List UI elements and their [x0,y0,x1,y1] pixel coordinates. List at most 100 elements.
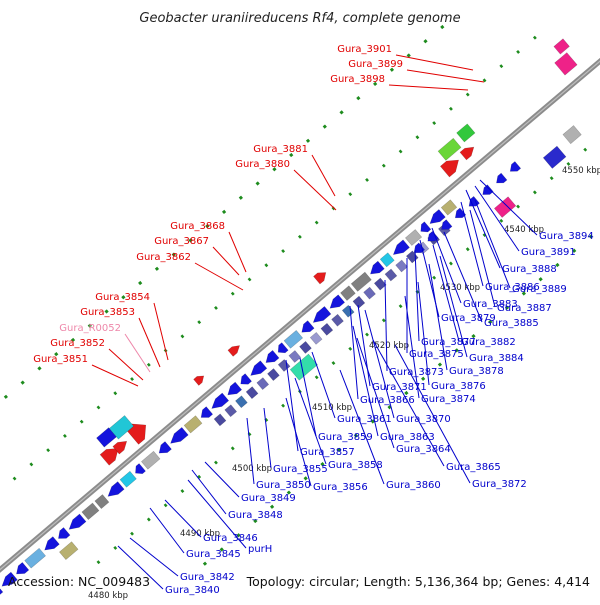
gc-mark [253,518,258,524]
forward-gene-label[interactable]: Gura_3868 [170,221,225,232]
gc-mark [104,309,109,314]
forward-leader-line [108,348,144,381]
reverse-leader-line [117,545,164,590]
gene-arrow [227,381,243,396]
gc-mark-inner [381,318,386,323]
gene-arrow [313,272,327,285]
forward-leader-line [153,302,169,361]
forward-gene-label[interactable]: Gura_3854 [95,292,150,303]
reverse-gene-label[interactable]: Gura_3883 [463,299,518,310]
reverse-gene-label[interactable]: Gura_3864 [396,444,451,455]
gc-mark [471,334,476,339]
gc-mark-inner [449,106,453,111]
reverse-gene-label[interactable]: Gura_3874 [421,394,476,405]
ruler-kbp-label: 4520 kbp [369,341,409,351]
gene-arrow [429,209,446,224]
reverse-leader-line [129,537,179,577]
gene-arrow [420,221,432,233]
forward-gene-label[interactable]: Gura_3881 [253,144,308,155]
forward-gene-label[interactable]: Gura_3862 [136,252,191,263]
gc-mark-inner [79,419,84,424]
gc-mark [337,447,342,453]
gene-arrow [277,342,289,354]
reverse-gene-label[interactable]: purH [248,544,272,555]
reverse-gene-label[interactable]: Gura_3889 [512,284,567,295]
gc-mark [219,547,224,552]
reverse-gene-label[interactable]: Gura_3855 [273,464,328,475]
gc-mark-inner [566,161,571,166]
reverse-gene-label[interactable]: Gura_3875 [409,349,464,360]
gene-arrow [301,320,315,333]
reverse-leader-line [372,339,445,467]
forward-gene-label[interactable]: Gura_3852 [50,338,105,349]
gc-mark-inner [130,377,134,381]
forward-gene-label[interactable]: Gura_3880 [235,159,290,170]
reverse-gene-label[interactable]: Gura_3840 [165,585,220,596]
reverse-gene-label[interactable]: Gura_3888 [502,264,557,275]
gc-mark [423,39,428,44]
reverse-gene-label[interactable]: Gura_3848 [228,510,283,521]
forward-leader-line [194,262,244,291]
forward-gene-label[interactable]: Gura_R0052 [59,323,121,334]
reverse-gene-label[interactable]: Gura_3891 [521,247,576,258]
reverse-gene-label[interactable]: Gura_3858 [328,460,383,471]
reverse-leader-line [432,244,460,342]
reverse-gene-label[interactable]: Gura_3887 [497,303,552,314]
gene-block [256,377,270,391]
reverse-gene-label[interactable]: Gura_3863 [380,432,435,443]
reverse-leader-line [469,209,496,308]
reverse-gene-label[interactable]: Gura_3885 [484,318,539,329]
reverse-gene-label[interactable]: Gura_3882 [461,337,516,348]
reverse-gene-label[interactable]: Gura_3857 [300,447,355,458]
gc-mark [454,348,459,353]
reverse-gene-label[interactable]: Gura_3886 [485,282,540,293]
gc-mark [521,291,526,296]
forward-gene-label[interactable]: Gura_3867 [154,236,209,247]
reverse-gene-label[interactable]: Gura_3865 [446,462,501,473]
reverse-leader-line [294,377,327,465]
forward-gene-label[interactable]: Gura_3898 [330,74,385,85]
gene-block [363,286,376,300]
reverse-gene-label[interactable]: Gura_3861 [337,414,392,425]
reverse-gene-label[interactable]: Gura_3879 [441,313,496,324]
reverse-gene-label[interactable]: Gura_3872 [472,479,527,490]
gc-mark [272,167,277,172]
gene-arrow [482,184,494,195]
reverse-gene-label[interactable]: Gura_3842 [180,572,235,583]
reverse-gene-label[interactable]: Gura_3866 [360,395,415,406]
reverse-gene-label[interactable]: Gura_3860 [386,480,441,491]
forward-gene-label[interactable]: Gura_3899 [348,59,403,70]
gene-block [320,322,334,336]
gene-arrow [459,146,475,161]
reverse-gene-label[interactable]: Gura_3846 [203,533,258,544]
gc-mark-inner [281,403,286,408]
reverse-gene-label[interactable]: Gura_3850 [256,480,311,491]
gene-block [340,285,356,301]
reverse-leader-line [191,469,227,515]
reverse-gene-label[interactable]: Gura_3878 [449,366,504,377]
reverse-gene-label[interactable]: Gura_3856 [313,482,368,493]
reverse-gene-label[interactable]: Gura_3876 [431,381,486,392]
reverse-gene-label[interactable]: Gura_3859 [318,432,373,443]
reverse-gene-label[interactable]: Gura_3849 [241,493,296,504]
map-title: Geobacter uraniireducens Rf4, complete g… [139,11,460,26]
gene-arrow [312,306,332,323]
reverse-leader-line [417,281,430,386]
forward-gene-label[interactable]: Gura_3853 [80,307,135,318]
reverse-gene-label[interactable]: Gura_3877 [421,337,476,348]
reverse-leader-line [479,179,538,236]
forward-gene-label[interactable]: Gura_3901 [337,44,392,55]
reverse-gene-label[interactable]: Gura_3870 [396,414,451,425]
gene-block [456,123,476,143]
gene-arrow [240,373,252,385]
reverse-gene-label[interactable]: Gura_3871 [372,382,427,393]
reverse-gene-label[interactable]: Gura_3845 [186,549,241,560]
gc-mark [370,419,375,424]
reverse-gene-label[interactable]: Gura_3873 [389,367,444,378]
gc-mark-inner [163,503,168,508]
reverse-gene-label[interactable]: Gura_3894 [539,231,594,242]
gc-mark [171,252,176,257]
forward-leader-line [311,154,336,197]
forward-gene-label[interactable]: Gura_3851 [33,354,88,365]
reverse-gene-label[interactable]: Gura_3884 [469,353,524,364]
